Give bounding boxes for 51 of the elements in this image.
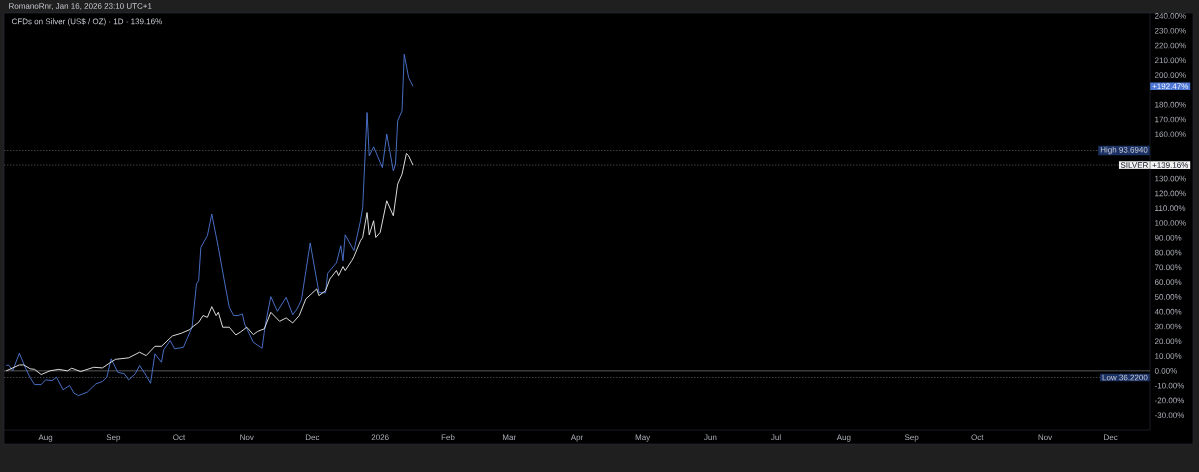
y-tick-label: 240.00%: [1154, 13, 1186, 19]
y-tick-label: 220.00%: [1154, 42, 1186, 49]
y-tick-label: 0.00%: [1154, 368, 1177, 374]
y-tick-label: 110.00%: [1155, 205, 1186, 212]
y-tick-label: 170.00%: [1155, 116, 1186, 123]
ref-line-label: Low 36.2200: [1102, 374, 1148, 381]
x-tick-label: Sep: [904, 434, 919, 442]
y-tick-label: 80.00%: [1154, 249, 1182, 256]
ref-line-label: High 93.6940: [1100, 146, 1148, 155]
x-tick-label: Oct: [971, 434, 984, 441]
y-tick-label: 100.00%: [1155, 220, 1186, 226]
x-tick-label: Dec: [1104, 434, 1118, 441]
y-tick-label: -30.00%: [1154, 412, 1185, 419]
y-tick-label: 210.00%: [1154, 57, 1186, 64]
x-tick-label: Aug: [38, 434, 53, 442]
text: RomanoRnr, Jan 16, 2026 23:10 UTC+1: [9, 3, 152, 10]
y-tick-label: 70.00%: [1154, 264, 1182, 271]
y-tick-label: -20.00%: [1154, 397, 1185, 404]
x-tick-label: Dec: [305, 434, 320, 441]
y-tick-label: 230.00%: [1154, 27, 1186, 34]
x-tick-label: Mar: [502, 434, 516, 441]
y-tick-label: 20.00%: [1154, 338, 1182, 345]
y-tick-label: 10.00%: [1155, 353, 1182, 359]
y-tick-label: 120.00%: [1155, 190, 1186, 197]
y-tick-label: 30.00%: [1154, 323, 1182, 330]
y-tick-label: 40.00%: [1154, 308, 1182, 315]
text: +192.47%: [1152, 83, 1189, 90]
x-tick-label: Oct: [173, 434, 186, 441]
y-tick-label: 90.00%: [1154, 234, 1182, 241]
x-tick-label: Nov: [240, 434, 254, 441]
y-tick-label: 50.00%: [1154, 294, 1182, 300]
text: CFDs on Silver (US$ / OZ) · 1D · 139.16%: [11, 18, 162, 26]
x-tick-label: Sep: [106, 434, 121, 442]
x-tick-label: May: [635, 434, 651, 442]
y-tick-label: 130.00%: [1155, 175, 1186, 182]
x-tick-label: Apr: [570, 434, 584, 442]
x-tick-label: Jun: [704, 434, 717, 441]
x-tick-label: Aug: [836, 434, 851, 442]
x-tick-label: Jul: [771, 434, 781, 441]
y-tick-label: 200.00%: [1154, 72, 1186, 78]
x-tick-label: 2026: [371, 434, 389, 441]
legend-label: SILVER: [1120, 162, 1148, 168]
text: +139.16%: [1152, 162, 1189, 168]
y-tick-label: -10.00%: [1154, 382, 1185, 389]
line-series: [5, 53, 414, 396]
x-tick-label: Nov: [1038, 434, 1053, 441]
y-tick-label: 60.00%: [1154, 279, 1182, 285]
y-tick-label: 180.00%: [1155, 101, 1186, 108]
x-tick-label: Feb: [441, 434, 455, 441]
line-series: [5, 153, 414, 375]
y-tick-label: 160.00%: [1155, 131, 1186, 138]
